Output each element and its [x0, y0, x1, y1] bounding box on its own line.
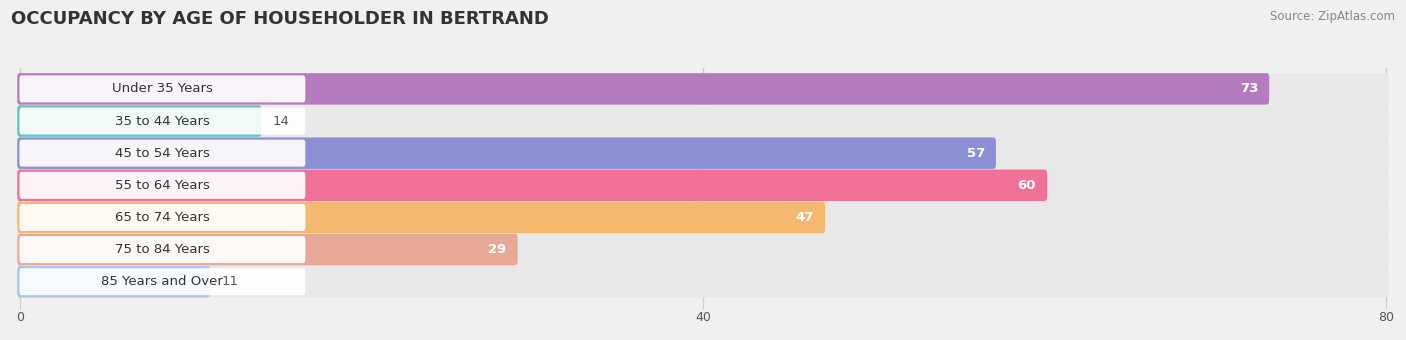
- Text: 14: 14: [273, 115, 290, 128]
- FancyBboxPatch shape: [17, 137, 995, 169]
- FancyBboxPatch shape: [20, 140, 305, 167]
- FancyBboxPatch shape: [20, 172, 305, 199]
- FancyBboxPatch shape: [20, 236, 305, 263]
- FancyBboxPatch shape: [17, 202, 1389, 233]
- Text: 35 to 44 Years: 35 to 44 Years: [115, 115, 209, 128]
- Text: 60: 60: [1018, 179, 1036, 192]
- FancyBboxPatch shape: [17, 170, 1389, 201]
- Text: OCCUPANCY BY AGE OF HOUSEHOLDER IN BERTRAND: OCCUPANCY BY AGE OF HOUSEHOLDER IN BERTR…: [11, 10, 550, 28]
- FancyBboxPatch shape: [17, 202, 825, 233]
- FancyBboxPatch shape: [17, 105, 262, 137]
- Text: 47: 47: [796, 211, 814, 224]
- Text: Under 35 Years: Under 35 Years: [112, 82, 212, 96]
- FancyBboxPatch shape: [17, 266, 211, 298]
- FancyBboxPatch shape: [17, 266, 1389, 298]
- Text: 29: 29: [488, 243, 506, 256]
- Text: Source: ZipAtlas.com: Source: ZipAtlas.com: [1270, 10, 1395, 23]
- FancyBboxPatch shape: [20, 107, 305, 135]
- FancyBboxPatch shape: [17, 170, 1047, 201]
- Text: 85 Years and Over: 85 Years and Over: [101, 275, 224, 288]
- FancyBboxPatch shape: [17, 137, 1389, 169]
- FancyBboxPatch shape: [17, 234, 1389, 265]
- FancyBboxPatch shape: [20, 75, 305, 102]
- FancyBboxPatch shape: [20, 204, 305, 231]
- Text: 75 to 84 Years: 75 to 84 Years: [115, 243, 209, 256]
- FancyBboxPatch shape: [17, 73, 1389, 105]
- FancyBboxPatch shape: [17, 234, 517, 265]
- Text: 57: 57: [966, 147, 984, 160]
- FancyBboxPatch shape: [20, 268, 305, 295]
- FancyBboxPatch shape: [17, 73, 1270, 105]
- Text: 73: 73: [1240, 82, 1258, 96]
- FancyBboxPatch shape: [17, 105, 1389, 137]
- Text: 45 to 54 Years: 45 to 54 Years: [115, 147, 209, 160]
- Text: 55 to 64 Years: 55 to 64 Years: [115, 179, 209, 192]
- Text: 11: 11: [221, 275, 239, 288]
- Text: 65 to 74 Years: 65 to 74 Years: [115, 211, 209, 224]
